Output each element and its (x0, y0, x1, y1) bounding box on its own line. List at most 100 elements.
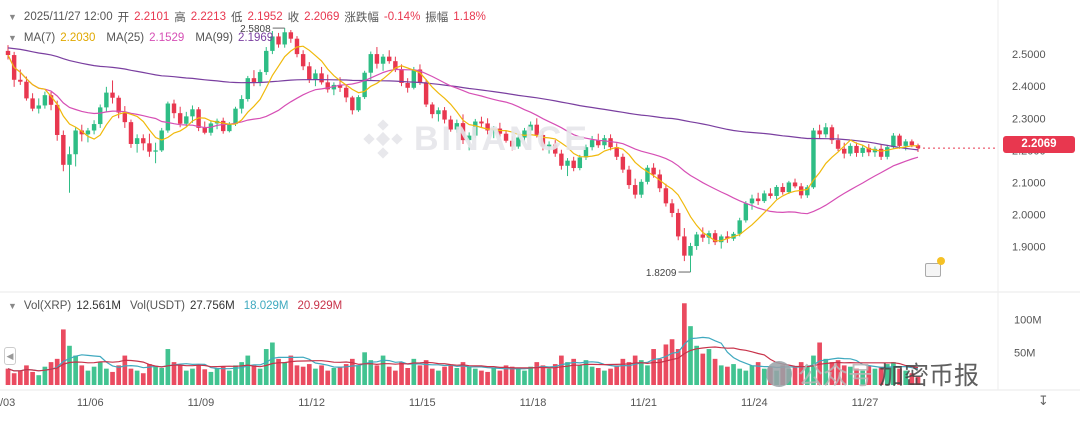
vol-xrp-label: Vol(XRP) (23, 300, 72, 312)
volume-bar (694, 345, 699, 385)
candle-body (264, 50, 269, 73)
candle-body (577, 157, 583, 169)
candle-body (829, 127, 835, 141)
volume-bar (30, 371, 35, 385)
candle-body (620, 156, 626, 170)
candle-body (553, 144, 558, 154)
candle-body (36, 105, 41, 109)
volume-bar (423, 360, 429, 385)
volume-bar (737, 368, 743, 385)
volume-bar (263, 349, 269, 385)
amplitude-value: 1.18% (453, 11, 486, 23)
volume-bar (196, 365, 201, 385)
volume-bar (362, 352, 367, 385)
collapse-arrow-icon[interactable]: ◀ (4, 347, 16, 365)
volume-bar (485, 371, 490, 385)
candle-body (307, 66, 312, 80)
candle-body (737, 220, 742, 234)
candle-body (356, 97, 361, 111)
volume-bar (122, 355, 128, 385)
price-tick-label: 2.4000 (1012, 81, 1046, 93)
volume-bar (620, 358, 626, 385)
candle-body (288, 32, 294, 39)
volume-bar (67, 345, 72, 385)
candle-body (116, 97, 121, 113)
volume-bar (24, 365, 29, 385)
candle-body (48, 95, 54, 105)
candle-body (411, 69, 417, 88)
volume-tick-label: 100M (1014, 315, 1042, 327)
candle-body (184, 116, 189, 124)
price-tick-label: 1.9000 (1012, 242, 1046, 254)
volume-bar (749, 365, 755, 385)
ma25-label: MA(25) (106, 32, 145, 44)
ma-legend: ▼ MA(7) 2.2030 MA(25) 2.1529 MA(99) 2.19… (8, 32, 273, 44)
volume-bar (626, 362, 632, 385)
candle-body (583, 147, 589, 158)
chevron-down-icon[interactable]: ▼ (8, 12, 17, 22)
low-value: 2.1952 (247, 11, 283, 23)
volume-bar (337, 366, 343, 385)
candle-body (682, 236, 687, 256)
candle-body (546, 144, 552, 147)
volume-bar (503, 365, 509, 385)
vol-ma2-value: 20.929M (297, 300, 343, 312)
volume-bar (411, 358, 417, 385)
candle-body (442, 110, 447, 120)
volume-bar (257, 368, 263, 385)
close-label: 收 (287, 12, 300, 24)
volume-bar (509, 366, 515, 385)
candle-body (842, 148, 847, 154)
candle-body (393, 61, 398, 70)
datetime: 2025/11/27 12:00 (23, 11, 113, 23)
candle-body (282, 32, 287, 45)
volume-bar (165, 349, 171, 385)
candle-body (792, 182, 798, 187)
volume-bar (491, 368, 497, 385)
candle-body (362, 72, 367, 98)
notification-dot-icon[interactable] (937, 257, 945, 265)
volume-bar (233, 365, 238, 385)
candle-body (866, 147, 872, 153)
volume-bar (399, 362, 404, 385)
candle-body (848, 145, 853, 154)
volume-bar (11, 373, 17, 385)
volume-bar (872, 368, 878, 385)
candle-body (700, 234, 706, 238)
candle-body (54, 104, 60, 135)
candle-body (98, 107, 103, 125)
chevron-down-icon[interactable]: ▼ (8, 301, 17, 311)
chevron-down-icon[interactable]: ▼ (8, 33, 17, 43)
candle-body (122, 112, 128, 123)
candle-body (134, 138, 140, 144)
candle-body (608, 138, 613, 148)
candle-body (368, 54, 373, 73)
volume-bar (602, 370, 607, 385)
candle-body (42, 95, 48, 106)
high-value: 2.2213 (190, 11, 226, 23)
current-price-tag: 2.2069 (1003, 136, 1075, 153)
volume-bar (848, 366, 853, 385)
volume-bar (897, 368, 902, 385)
x-tick-label: 11/09 (188, 397, 215, 409)
volume-bar (528, 366, 533, 385)
ma7-line (7, 45, 918, 242)
volume-bar (497, 370, 503, 385)
candle-body (903, 141, 908, 146)
volume-bar (153, 366, 158, 385)
align-vertical-icon[interactable]: ↧ (1038, 393, 1049, 408)
candle-body (811, 130, 816, 188)
candle-body (743, 203, 749, 221)
calendar-icon[interactable] (925, 263, 941, 277)
change-value: -0.14% (383, 11, 421, 23)
candle-body (534, 124, 539, 135)
volume-bar (177, 365, 183, 385)
ma7-value: 2.2030 (60, 32, 96, 44)
volume-bar (583, 360, 589, 385)
candle-body (805, 187, 810, 196)
volume-bar (73, 355, 78, 385)
volume-bar (454, 368, 460, 385)
volume-bar (915, 376, 921, 385)
